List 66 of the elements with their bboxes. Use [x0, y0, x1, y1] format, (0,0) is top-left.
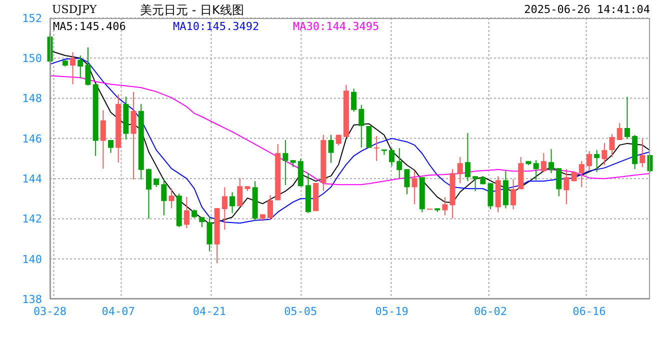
candlestick [404, 168, 410, 195]
candlestick [366, 125, 372, 148]
candlestick [578, 160, 584, 188]
candlestick [328, 134, 334, 164]
candlestick [130, 91, 136, 180]
candlestick [108, 140, 114, 154]
text: 2025-06-26 14:41:04 [524, 3, 650, 16]
candlestick [222, 186, 228, 230]
text: MA30:144.3495 [293, 20, 380, 33]
y-tick-label: 142 [22, 212, 42, 226]
candlestick [161, 178, 167, 216]
candlestick [268, 194, 274, 220]
candlestick [199, 216, 205, 228]
candlestick [282, 140, 288, 186]
candlestick [510, 178, 516, 210]
candlestick [586, 150, 592, 172]
candlestick [457, 156, 463, 184]
candlestick [412, 170, 418, 205]
y-tick-label: 150 [22, 52, 42, 66]
candlestick [85, 47, 91, 86]
x-tick-label: 05-05 [284, 304, 318, 318]
candlestick [472, 176, 478, 192]
candlestick [389, 148, 395, 167]
x-tick-label: 06-02 [474, 304, 508, 318]
candlestick [548, 148, 554, 174]
candlestick [624, 96, 630, 140]
candlestick [533, 160, 539, 181]
candlestick [488, 182, 494, 210]
text: USDJPY [52, 3, 97, 16]
candlestick [609, 134, 615, 158]
candlestick [374, 136, 380, 162]
candlestick [351, 88, 357, 112]
chart-title: 美元日元 - 日K线图 [140, 2, 244, 19]
candlestick [70, 52, 76, 85]
candlestick [464, 132, 470, 182]
candlestick [602, 142, 608, 166]
candlestick [146, 168, 152, 220]
candlestick [616, 122, 622, 141]
candlestick [78, 55, 84, 79]
x-tick-label: 04-21 [192, 304, 226, 318]
y-tick-label: 144 [22, 172, 42, 186]
candlestick [168, 188, 174, 209]
y-tick-label: 138 [22, 292, 42, 306]
series-label: MA5:145.406 [53, 20, 127, 33]
candlestick [564, 168, 570, 205]
candlestick [237, 178, 243, 207]
candlestick [540, 152, 546, 173]
y-tick-label: 140 [22, 252, 42, 266]
text: MA10:145.3492 [173, 20, 260, 33]
candlestick [396, 148, 402, 179]
y-tick-label: 152 [22, 12, 42, 25]
x-tick-label: 06-16 [572, 304, 606, 318]
candlestick [358, 104, 364, 148]
candlestick [184, 196, 190, 229]
candlestick [594, 150, 600, 173]
y-tick-label: 146 [22, 132, 42, 146]
candlestick [442, 196, 448, 216]
candlestick [100, 110, 106, 170]
candlestick [230, 192, 236, 214]
x-tick-label: 03-28 [33, 304, 67, 318]
x-tick-label: 04-07 [102, 304, 135, 318]
candlestick [556, 168, 562, 197]
x-tick-label: 05-19 [375, 304, 408, 318]
candlestick [640, 138, 646, 168]
y-tick-label: 148 [22, 92, 42, 106]
candlestick [206, 216, 212, 252]
